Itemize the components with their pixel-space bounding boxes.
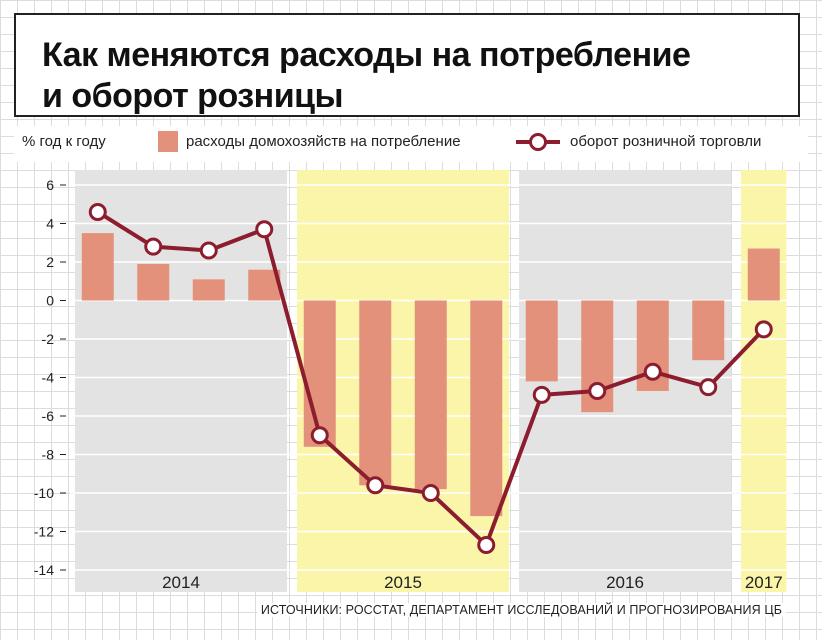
y-tick-label: -12	[34, 524, 54, 540]
legend-line-marker	[529, 133, 547, 151]
line-point	[477, 535, 496, 554]
title-line-1: Как меняются расходы на потребление	[42, 36, 691, 74]
line-point	[88, 202, 107, 221]
bar	[303, 300, 336, 447]
line-point	[699, 378, 718, 397]
legend	[14, 126, 808, 162]
bar	[747, 248, 780, 301]
line-point	[144, 237, 163, 256]
bar	[359, 300, 392, 486]
legend-bar-swatch	[158, 131, 178, 152]
y-tick-label: -2	[42, 331, 55, 347]
bar	[137, 263, 170, 301]
line-point	[366, 476, 385, 495]
line-point	[643, 362, 662, 381]
y-tick-label: -4	[42, 370, 55, 386]
bar	[692, 300, 725, 361]
bar	[81, 233, 114, 301]
line-point	[421, 484, 440, 502]
y-tick-label: -10	[34, 485, 54, 501]
bar	[525, 300, 558, 382]
x-tick-label: 2015	[384, 573, 422, 592]
title-box: Как меняются расходы на потребление и об…	[14, 13, 800, 117]
bar	[192, 279, 225, 301]
x-tick-label: 2014	[162, 573, 200, 592]
source-note: ИСТОЧНИКИ: РОССТАТ, ДЕПАРТАМЕНТ ИССЛЕДОВ…	[256, 603, 786, 617]
year-band-2017	[741, 170, 787, 592]
line-point	[199, 241, 218, 260]
line-point	[588, 381, 607, 400]
legend-bars-label: расходы домохозяйств на потребление	[186, 133, 461, 150]
y-tick-label: -14	[34, 562, 54, 578]
y-tick-label: -6	[42, 408, 55, 424]
x-tick-label: 2017	[745, 573, 783, 592]
line-point	[255, 220, 274, 239]
y-axis-unit-label: % год к году	[22, 133, 106, 150]
legend-line-label: оборот розничной торговли	[570, 133, 762, 150]
bar	[414, 300, 447, 490]
bar	[470, 300, 503, 517]
line-point	[754, 320, 773, 339]
title-line-2: и оборот розницы	[42, 77, 344, 115]
y-tick-label: 2	[46, 254, 54, 270]
line-point	[310, 426, 329, 445]
line-point	[532, 385, 551, 404]
chart-title: Как меняются расходы на потребление и об…	[42, 35, 802, 117]
x-tick-label: 2016	[606, 573, 644, 592]
y-tick-label: 0	[46, 293, 54, 309]
y-tick-label: -8	[42, 447, 55, 463]
y-tick-label: 6	[46, 177, 54, 193]
y-tick-label: 4	[46, 216, 54, 232]
